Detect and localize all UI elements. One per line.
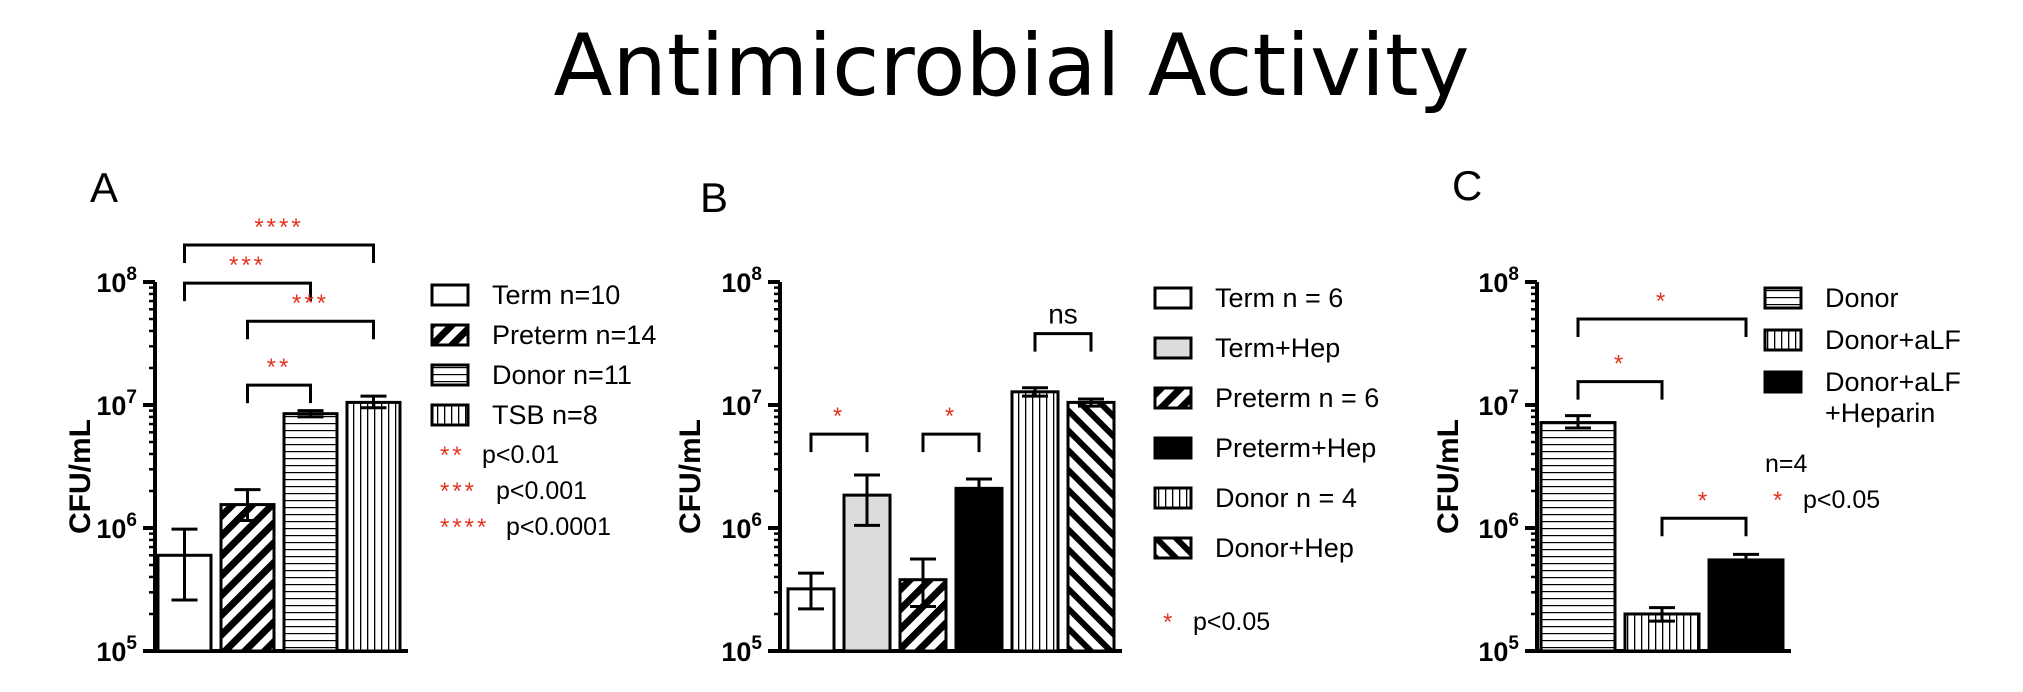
panel-c: 108 107 106 105 CFU/mL * * * Donor Donor+aLF Donor…: [1432, 264, 1961, 667]
legend-swatch: [430, 403, 470, 427]
significance-bracket: [183, 243, 375, 263]
panel-letter-c: C: [1452, 162, 1482, 209]
pvalue-stars: *: [1163, 609, 1175, 636]
legend-label: Preterm n = 6: [1215, 383, 1379, 413]
pvalue-stars: ****: [440, 514, 489, 541]
significance-label: ****: [254, 214, 303, 241]
legend-label: TSB n=8: [492, 400, 598, 430]
y-tick-label: 107: [1478, 387, 1519, 421]
y-axis-label: CFU/mL: [674, 419, 707, 534]
legend-label: Term n = 6: [1215, 283, 1343, 313]
legend-swatch: [1763, 286, 1803, 310]
bar: [156, 553, 213, 653]
significance-bracket: [246, 319, 375, 340]
y-tick-label: 108: [96, 264, 137, 298]
bar: [219, 503, 276, 653]
legend-label: Donor+aLF: [1825, 325, 1961, 355]
pvalue-text: p<0.0001: [506, 513, 611, 541]
significance-label: *: [945, 403, 957, 430]
significance-bracket: [1576, 317, 1748, 338]
significance-bracket: [809, 432, 869, 453]
pvalue-stars: *: [1773, 487, 1785, 514]
significance-label: ns: [1048, 299, 1078, 330]
y-tick-label: 105: [96, 633, 137, 667]
y-tick-label: 107: [721, 387, 762, 421]
legend-swatch: [1153, 436, 1193, 460]
note-text: n=4: [1765, 450, 1808, 478]
legend-label: Donor+Hep: [1215, 533, 1354, 563]
bar: [1066, 400, 1116, 653]
legend-swatch: [1153, 386, 1193, 410]
legend-label: Donor n=11: [492, 360, 632, 390]
significance-label: ***: [292, 290, 329, 317]
significance-label: *: [833, 403, 845, 430]
legend-swatch: [1153, 536, 1193, 560]
legend-label: +Heparin: [1825, 398, 1935, 428]
panel-letter-a: A: [90, 164, 118, 211]
figure-title: Antimicrobial Activity: [553, 16, 1470, 116]
bar: [1010, 390, 1060, 653]
y-tick-label: 106: [721, 510, 762, 544]
pvalue-stars: **: [440, 442, 465, 469]
bar: [282, 412, 339, 653]
panel-b: 108 107 106 105 CFU/mL * * ns Term n = 6 Term+Hep…: [674, 264, 1379, 667]
legend-label: Donor: [1825, 283, 1899, 313]
legend-swatch: [1763, 328, 1803, 352]
legend-label: Term+Hep: [1215, 333, 1340, 363]
bar: [1707, 558, 1785, 653]
legend-swatch: [430, 323, 470, 347]
legend-label: Preterm+Hep: [1215, 433, 1376, 463]
y-tick-label: 106: [1478, 510, 1519, 544]
bar: [345, 400, 402, 653]
legend-label: Term n=10: [492, 280, 620, 310]
significance-bracket: [246, 383, 312, 404]
y-tick-label: 105: [1478, 633, 1519, 667]
y-tick-label: 108: [1478, 264, 1519, 298]
legend-label: Preterm n=14: [492, 320, 656, 350]
legend-swatch: [1763, 370, 1803, 394]
pvalue-stars: ***: [440, 478, 477, 505]
significance-label: **: [267, 354, 292, 381]
pvalue-text: p<0.05: [1803, 486, 1880, 514]
legend-swatch: [430, 363, 470, 387]
bar: [1623, 612, 1701, 653]
y-tick-label: 108: [721, 264, 762, 298]
significance-bracket: [183, 281, 312, 302]
panel-letter-b: B: [700, 174, 728, 221]
significance-bracket: [921, 432, 981, 453]
legend-swatch: [1153, 286, 1193, 310]
y-tick-label: 107: [96, 387, 137, 421]
significance-bracket: [1576, 380, 1664, 400]
legend-swatch: [430, 283, 470, 307]
legend-label: Donor n = 4: [1215, 483, 1357, 513]
significance-label: ***: [229, 252, 266, 279]
legend-label: Donor+aLF: [1825, 367, 1961, 397]
legend-swatch: [1153, 486, 1193, 510]
pvalue-text: p<0.001: [496, 477, 587, 505]
significance-bracket: [1033, 332, 1093, 352]
y-tick-label: 105: [721, 633, 762, 667]
y-axis-label: CFU/mL: [1432, 419, 1465, 534]
bar: [1539, 421, 1617, 653]
bar: [954, 486, 1004, 653]
significance-label: *: [1656, 288, 1668, 315]
y-tick-label: 106: [96, 510, 137, 544]
pvalue-text: p<0.01: [482, 441, 559, 469]
legend-swatch: [1153, 336, 1193, 360]
pvalue-text: p<0.05: [1193, 608, 1270, 636]
y-axis-label: CFU/mL: [64, 419, 97, 534]
significance-label: *: [1614, 351, 1626, 378]
significance-label: *: [1698, 487, 1710, 514]
significance-bracket: [1660, 516, 1748, 537]
